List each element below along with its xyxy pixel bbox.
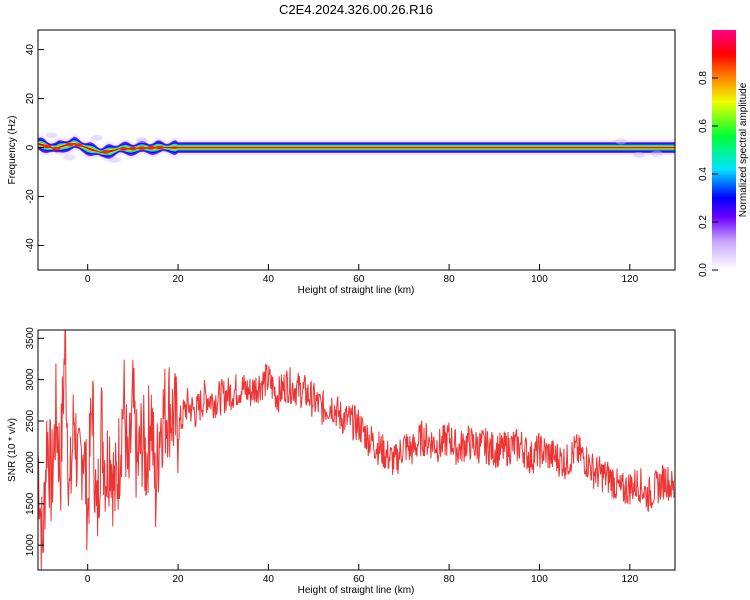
spectral-peak — [65, 142, 74, 147]
colorbar-ticks: 0.0 0.2 0.4 0.6 0.8 — [698, 71, 718, 277]
x-tick-label: 100 — [531, 574, 548, 585]
spectrogram-panel: 0 20 40 60 80 100 120 -40 -20 0 20 40 Height of st… — [7, 29, 676, 296]
snr-y-ticks: 1000 1500 2000 2500 3000 3500 — [25, 327, 44, 557]
snr-frame — [37, 329, 676, 571]
x-tick-label: 0 — [85, 274, 91, 285]
colorbar-tick-label: 0.6 — [698, 119, 709, 133]
spectral-blob — [650, 150, 663, 157]
x-tick-label: 60 — [353, 574, 365, 585]
snr-y-label: SNR (10 * v/v) — [7, 418, 18, 482]
spectral-peak — [52, 146, 61, 151]
x-tick-label: 80 — [444, 574, 456, 585]
snr-x-label: Height of straight line (km) — [298, 585, 415, 596]
spectral-peak — [146, 145, 155, 150]
snr-marks — [38, 330, 675, 570]
chart-title: C2E4.2024.326.00.26.R16 — [279, 2, 433, 17]
y-tick-label: 2000 — [25, 451, 36, 474]
x-tick-label: 0 — [85, 574, 91, 585]
x-tick-label: 20 — [172, 574, 184, 585]
spectral-blob — [632, 151, 645, 158]
colorbar-tick-label: 0.2 — [698, 215, 709, 229]
y-tick-label: -40 — [25, 238, 36, 253]
spectral-peak — [128, 146, 137, 151]
y-tick-label: 2500 — [25, 409, 36, 432]
x-tick-label: 20 — [172, 274, 184, 285]
spectrogram-y-ticks: -40 -20 0 20 40 — [25, 44, 44, 253]
spectral-peak — [119, 146, 128, 151]
spectral-blob — [45, 132, 58, 139]
colorbar-label: Normalized spectral amplitude — [738, 82, 749, 217]
x-tick-label: 120 — [621, 274, 638, 285]
spectral-peak — [43, 144, 52, 149]
y-tick-label: 20 — [25, 93, 36, 105]
spectral-peak — [101, 150, 110, 154]
colorbar-gradient — [712, 30, 736, 270]
x-tick-label: 120 — [621, 574, 638, 585]
y-tick-label: 3000 — [25, 368, 36, 391]
colorbar-tick-label: 0.0 — [698, 263, 709, 277]
spectral-band — [38, 142, 675, 154]
y-tick-label: 1000 — [25, 534, 36, 557]
spectral-blob — [90, 134, 103, 141]
x-tick-label: 80 — [444, 274, 456, 285]
spectral-blob — [614, 138, 627, 145]
y-tick-label: 0 — [25, 144, 36, 150]
spectrogram-x-label: Height of straight line (km) — [298, 285, 415, 296]
snr-x-ticks: 0 20 40 60 80 100 120 — [85, 564, 639, 585]
colorbar: 0.0 0.2 0.4 0.6 0.8 Normalized spectral ampl… — [698, 30, 749, 277]
x-tick-label: 40 — [263, 274, 275, 285]
spectral-peak — [74, 143, 83, 147]
spectral-blob — [108, 156, 121, 163]
x-tick-label: 40 — [263, 574, 275, 585]
colorbar-tick-label: 0.4 — [698, 167, 709, 181]
spectrogram-x-ticks: 0 20 40 60 80 100 120 — [85, 264, 639, 285]
y-tick-label: -20 — [25, 189, 36, 204]
spectrogram-y-label: Frequency (Hz) — [7, 116, 18, 185]
x-tick-label: 60 — [353, 274, 365, 285]
spectral-blob — [63, 154, 76, 161]
snr-panel: 0 20 40 60 80 100 120 1000 1500 2000 2500 3000 3500… — [7, 327, 676, 596]
y-tick-label: 40 — [25, 44, 36, 56]
spectral-peak — [155, 145, 164, 150]
spectrogram-frame — [37, 29, 676, 271]
spectrogram-marks — [38, 132, 675, 163]
snr-line — [38, 330, 675, 570]
colorbar-tick-label: 0.8 — [698, 71, 709, 85]
spectral-peak — [137, 146, 146, 150]
spectral-blob — [135, 137, 148, 144]
y-tick-label: 3500 — [25, 327, 36, 350]
x-tick-label: 100 — [531, 274, 548, 285]
y-tick-label: 1500 — [25, 492, 36, 515]
